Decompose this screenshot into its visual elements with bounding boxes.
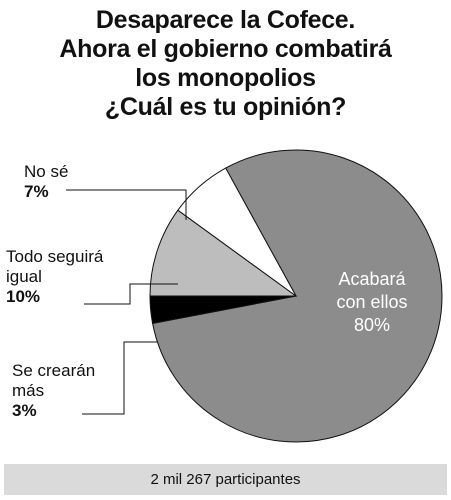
label-no-se: No sé 7% — [24, 162, 68, 202]
title-line-2: Ahora el gobierno combatirá — [59, 35, 392, 63]
label-todo-seguira-igual: Todo seguirá igual 10% — [6, 247, 103, 307]
leader-line-no-se — [66, 189, 187, 220]
label-todo-value: 10% — [6, 287, 41, 306]
pie-slice-no-s- — [177, 167, 297, 297]
pie-slice-todo-seguir-igual — [149, 209, 298, 297]
label-acabara-name-2: con ellos — [336, 292, 408, 312]
label-acabara-value: 80% — [353, 315, 391, 335]
label-todo-name-1: Todo seguirá — [6, 247, 104, 266]
label-se-crearan-mas: Se crearán más 3% — [12, 361, 95, 421]
title-line-4: ¿Cuál es tu opinión? — [104, 93, 347, 121]
label-se-name-1: Se crearán — [12, 361, 96, 380]
leader-line-todo-seguira-igual — [84, 283, 178, 305]
title-line-3: los monopolios — [135, 64, 316, 92]
pie-slice-acabar-con-ellos — [152, 149, 443, 443]
leader-line-se-crearan-mas — [82, 341, 158, 415]
label-se-name-2: más — [12, 381, 45, 400]
leader-lines — [66, 189, 187, 415]
label-acabara-name-1: Acabará — [338, 269, 406, 289]
label-no-se-name: No sé — [24, 162, 69, 181]
label-no-se-value: 7% — [24, 182, 49, 201]
chart-title: Desaparece la Cofece. Ahora el gobierno … — [0, 6, 451, 122]
label-todo-name-2: igual — [6, 267, 42, 286]
title-line-1: Desaparece la Cofece. — [95, 6, 356, 34]
pie-slice-se-crear-n-m-s — [149, 295, 297, 324]
label-acabara-con-ellos: Acabará con ellos 80% — [322, 268, 422, 337]
label-se-value: 3% — [12, 401, 37, 420]
pie-slices — [149, 149, 443, 443]
participants-footer: 2 mil 267 participantes — [4, 464, 447, 495]
